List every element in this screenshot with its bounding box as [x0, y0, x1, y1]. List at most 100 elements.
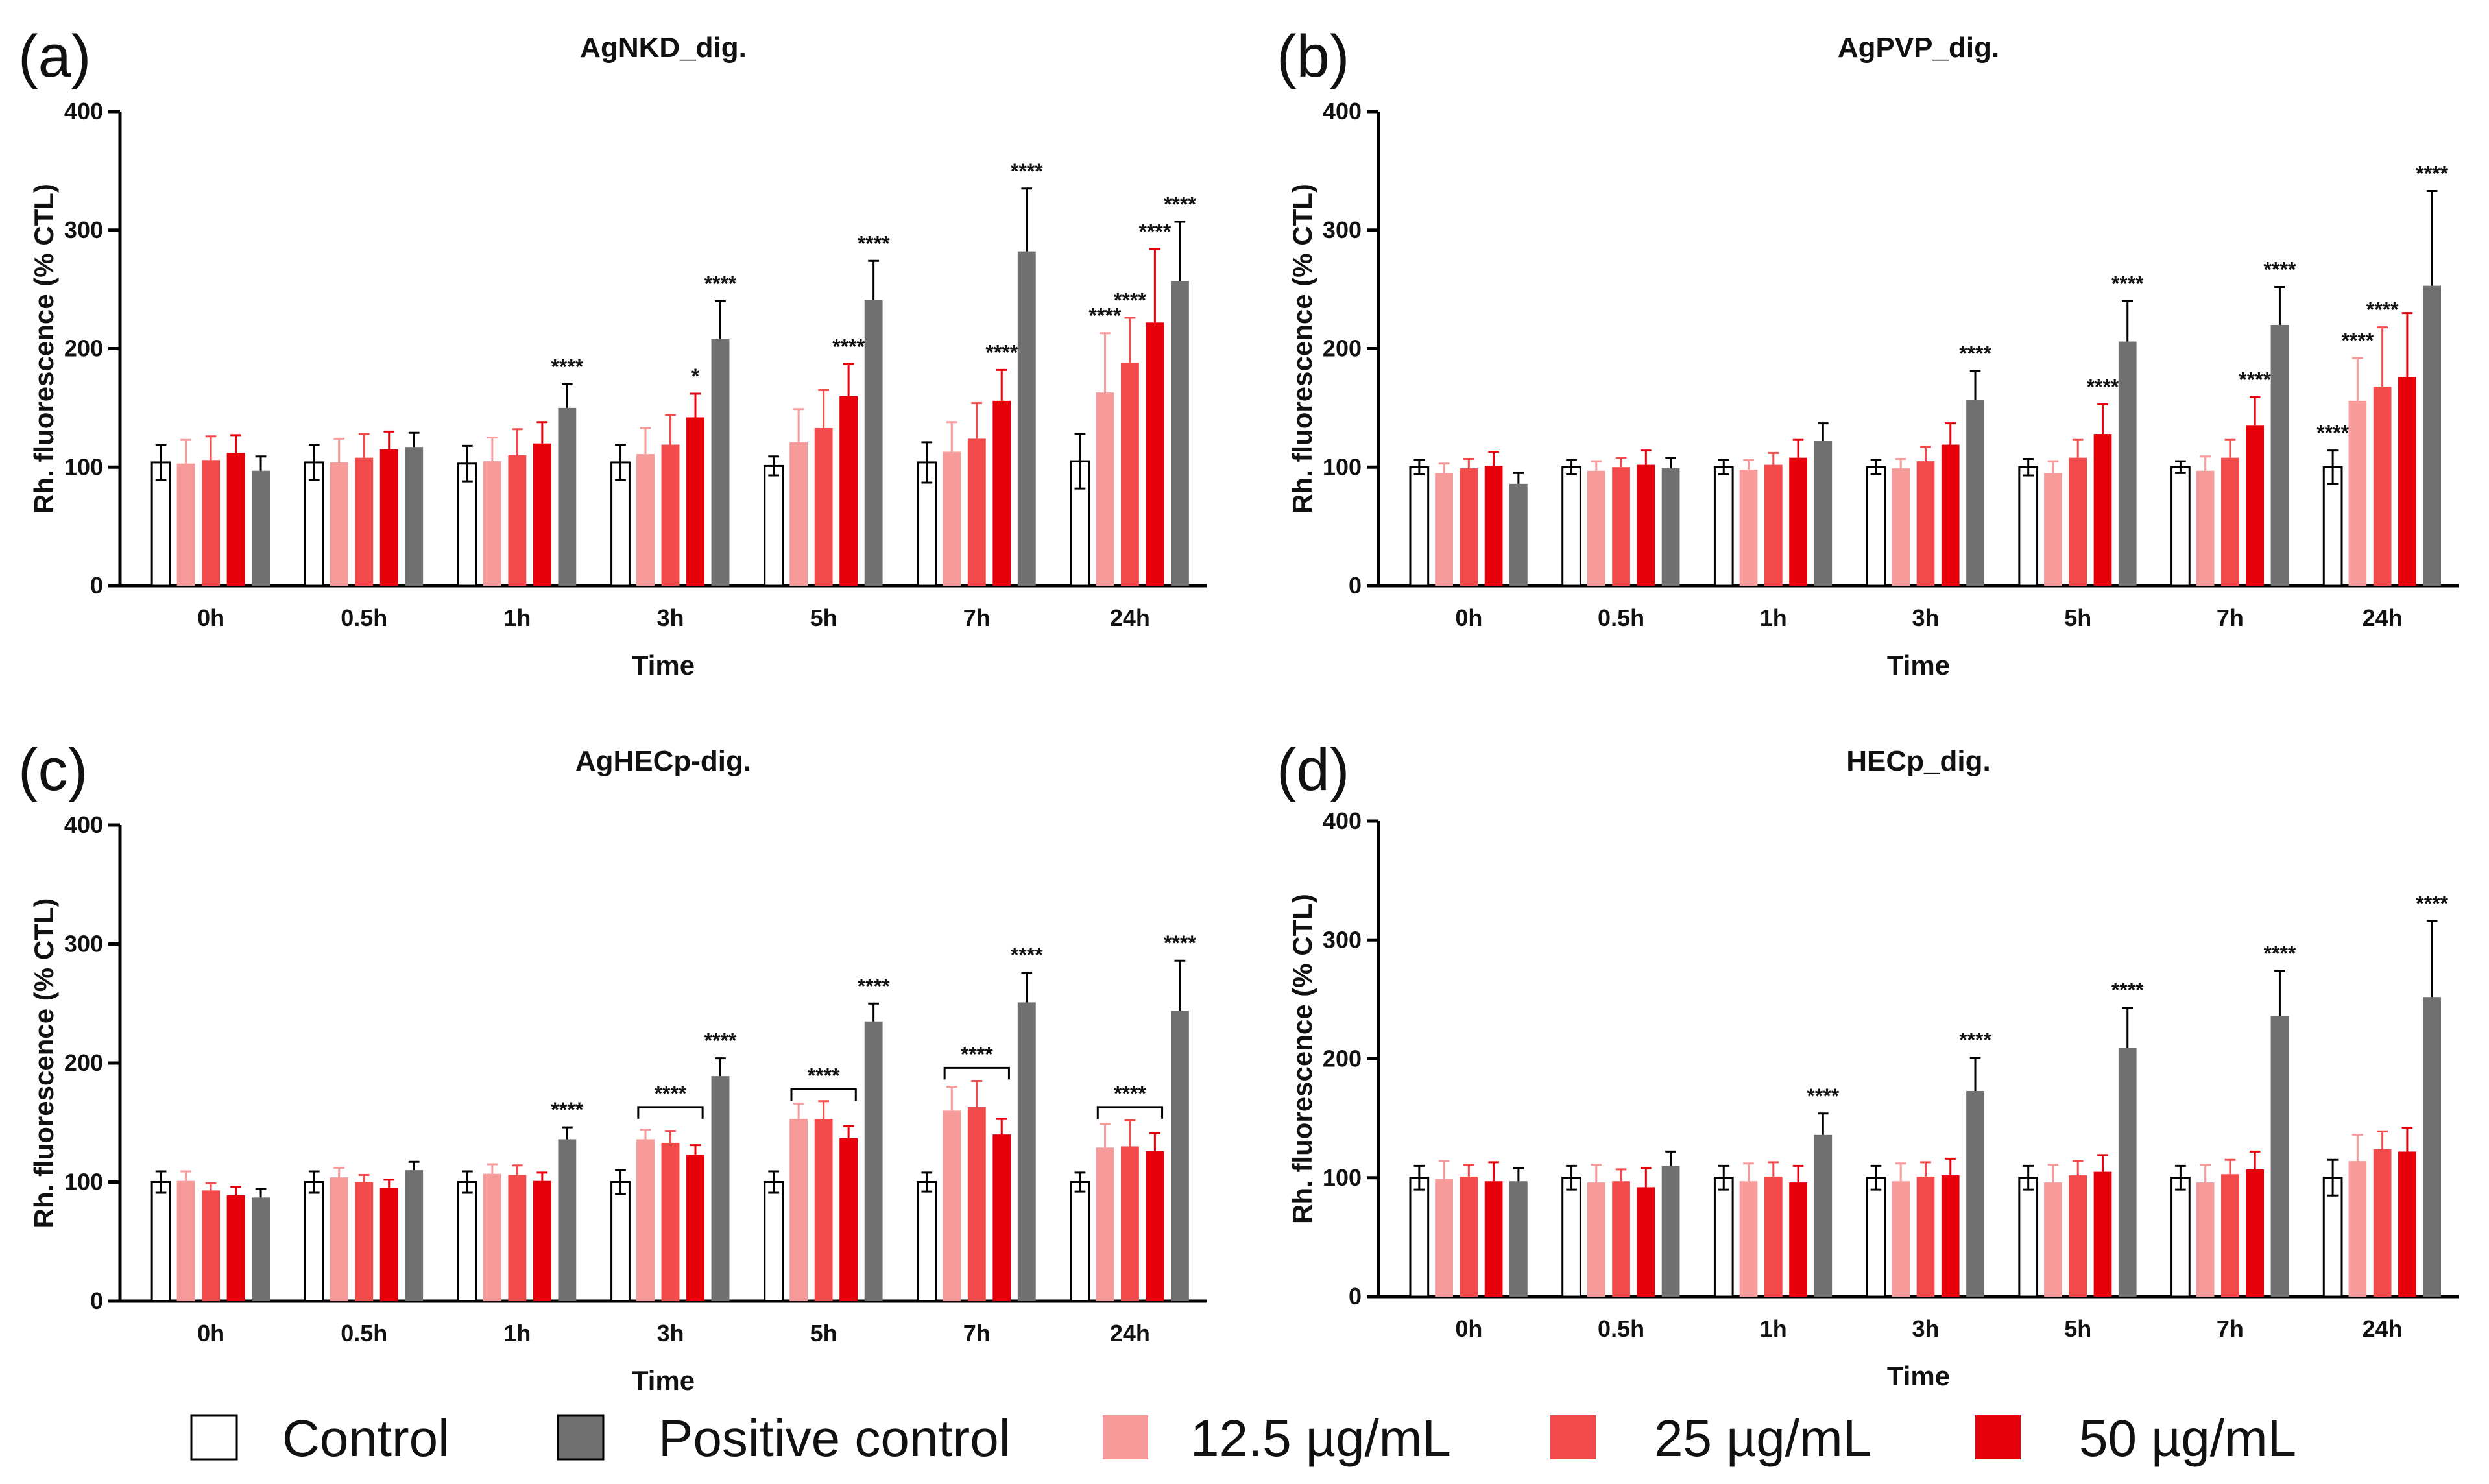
bar-control	[457, 462, 477, 587]
y-tick-label: 400	[64, 98, 103, 125]
bar-25-g-ml	[1120, 1146, 1139, 1301]
bar-control	[2322, 466, 2343, 587]
bar-25-g-ml	[661, 444, 680, 586]
x-tick-label: 24h	[2363, 1315, 2403, 1342]
bar-25-g-ml	[1120, 363, 1139, 586]
significance-label: ****	[2111, 979, 2144, 1002]
x-tick-label: 1h	[503, 604, 531, 631]
x-tick-label: 0h	[1455, 1315, 1482, 1342]
y-tick-label: 300	[64, 217, 103, 243]
x-tick-label: 24h	[1110, 604, 1150, 631]
significance-bracket	[1096, 1106, 1164, 1119]
bar-12-5-g-ml	[1587, 470, 1605, 586]
bar-positive-control	[711, 339, 730, 586]
bar-50-g-ml	[1941, 444, 1960, 586]
bar-positive-control	[2423, 285, 2442, 586]
bar-control	[457, 1181, 477, 1302]
bracket-label: ****	[655, 1082, 687, 1105]
x-tick-label: 24h	[2363, 604, 2403, 631]
bar-control	[1866, 466, 1886, 587]
significance-label: ****	[1164, 193, 1196, 216]
bar-12-5-g-ml	[1587, 1182, 1605, 1297]
x-tick-label: 7h	[2217, 604, 2244, 631]
bar-25-g-ml	[814, 1119, 833, 1301]
significance-label: ****	[858, 974, 890, 998]
x-tick-label: 5h	[2064, 604, 2091, 631]
y-tick-label: 300	[1323, 926, 1362, 953]
panel-letter: (b)	[1277, 23, 1349, 90]
x-tick-label: 3h	[1912, 604, 1939, 631]
significance-bracket	[637, 1106, 704, 1119]
bar-12-5-g-ml	[943, 451, 961, 586]
panel-letter: (d)	[1277, 737, 1349, 803]
significance-label: ****	[704, 1029, 737, 1053]
significance-label: ****	[1114, 289, 1146, 312]
bar-control	[304, 1181, 324, 1302]
x-tick-label: 24h	[1110, 1320, 1150, 1346]
bar-50-g-ml	[379, 449, 398, 586]
bracket-label: ****	[808, 1064, 840, 1087]
bar-50-g-ml	[1484, 466, 1503, 586]
y-tick-label: 0	[1349, 1283, 1362, 1310]
significance-label: ****	[1807, 1084, 1839, 1108]
y-tick-label: 0	[1349, 572, 1362, 599]
bar-12-5-g-ml	[176, 463, 195, 586]
bar-control	[610, 461, 631, 587]
bar-12-5-g-ml	[1892, 468, 1910, 586]
bar-50-g-ml	[2398, 1151, 2416, 1297]
bar-12-5-g-ml	[789, 442, 808, 586]
bar-control	[1409, 1177, 1430, 1298]
y-tick-label: 0	[90, 572, 103, 599]
y-tick-label: 300	[1323, 217, 1362, 243]
significance-label: ****	[1139, 220, 1172, 243]
bar-control	[610, 1181, 631, 1302]
bar-positive-control	[2118, 1048, 2137, 1297]
bar-positive-control	[864, 300, 883, 586]
chart-panel-c: (c) AgHECp-dig. 0 100 200 300 400 Rh. fluoresce…	[18, 737, 1207, 1396]
bar-25-g-ml	[1612, 1181, 1630, 1297]
legend-label-50: 50 µg/mL	[2079, 1409, 2296, 1467]
y-tick-label: 200	[1323, 1046, 1362, 1072]
bar-positive-control	[1966, 1090, 1984, 1297]
bar-positive-control	[1661, 1166, 1680, 1297]
bar-50-g-ml	[686, 417, 704, 586]
bar-control	[2018, 1177, 2039, 1298]
x-tick-label: 5h	[2064, 1315, 2091, 1342]
bar-50-g-ml	[992, 400, 1011, 586]
x-tick-label: 7h	[963, 1320, 991, 1346]
legend-swatch-50	[1975, 1415, 2021, 1459]
bar-50-g-ml	[379, 1188, 398, 1301]
bar-12-5-g-ml	[1739, 1181, 1758, 1297]
x-tick-label: 0h	[197, 604, 224, 631]
significance-label: ****	[551, 1098, 583, 1121]
chart-panel-d: (d) HECp_dig. 0 100 200 300 400 Rh. fluorescenc…	[1277, 737, 2459, 1391]
bar-control	[764, 464, 784, 587]
bar-25-g-ml	[2373, 386, 2392, 586]
bar-25-g-ml	[1916, 461, 1935, 586]
x-tick-label: 0.5h	[341, 604, 387, 631]
y-tick-label: 100	[1323, 453, 1362, 480]
y-tick-label: 0	[90, 1287, 103, 1314]
significance-label: ****	[1164, 931, 1196, 955]
y-tick-label: 400	[1323, 808, 1362, 834]
bar-positive-control	[1814, 441, 1833, 586]
significance-label: ****	[2264, 942, 2296, 965]
bar-25-g-ml	[202, 1190, 221, 1301]
bar-control	[1070, 1181, 1090, 1302]
bar-12-5-g-ml	[943, 1110, 961, 1301]
bar-control	[1409, 466, 1430, 587]
bar-control	[917, 1181, 937, 1302]
bar-12-5-g-ml	[2196, 470, 2215, 586]
bar-25-g-ml	[661, 1142, 680, 1301]
bar-positive-control	[405, 1170, 424, 1301]
x-tick-label: 1h	[503, 1320, 531, 1346]
bar-control	[1561, 466, 1581, 587]
significance-label: ****	[2239, 368, 2271, 391]
bar-positive-control	[2270, 324, 2289, 586]
bar-25-g-ml	[2069, 1175, 2087, 1297]
bar-control	[1866, 1177, 1886, 1298]
significance-label: ****	[1959, 1029, 1991, 1052]
bar-12-5-g-ml	[1892, 1181, 1910, 1297]
bar-positive-control	[2118, 341, 2137, 586]
